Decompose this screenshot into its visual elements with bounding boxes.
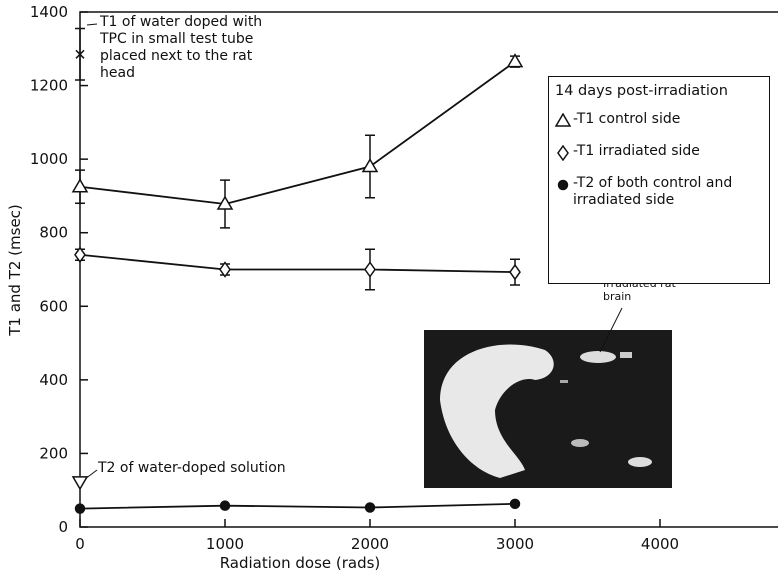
annotation-arrow [87, 24, 97, 25]
legend-item: -T2 of both control and irradiated side [555, 175, 763, 209]
marker [559, 181, 568, 190]
legend-icon [555, 177, 571, 193]
legend-icon [555, 145, 571, 161]
y-tick-label: 600 [39, 297, 68, 315]
y-axis-title: T1 and T2 (msec) [6, 204, 24, 337]
annotation: T1 of water doped with TPC in small test… [100, 14, 285, 82]
y-tick-label: 0 [58, 518, 68, 536]
series-line [80, 504, 515, 509]
legend-item: -T1 control side [555, 111, 763, 129]
x-tick-label: 0 [75, 535, 85, 553]
x-tick-label: 3000 [496, 535, 534, 553]
legend: 14 days post-irradiation -T1 control sid… [548, 76, 770, 284]
series-line [80, 62, 515, 204]
x-tick-label: 1000 [206, 535, 244, 553]
x-tick-label: 4000 [641, 535, 679, 553]
marker [76, 504, 85, 513]
y-tick-label: 1400 [30, 3, 68, 21]
legend-label: -T1 irradiated side [573, 143, 763, 160]
inset-image [424, 330, 672, 488]
x-tick-label: 2000 [351, 535, 389, 553]
marker [221, 501, 230, 510]
y-tick-label: 1200 [30, 77, 68, 95]
marker [73, 180, 87, 192]
marker [558, 146, 568, 160]
legend-item: -T1 irradiated side [555, 143, 763, 161]
marker [73, 477, 87, 489]
y-tick-label: 400 [39, 371, 68, 389]
legend-title: 14 days post-irradiation [555, 83, 763, 99]
y-tick-label: 1000 [30, 150, 68, 168]
marker [366, 503, 375, 512]
page: Radiation dose (rads) T1 and T2 (msec) 0… [0, 0, 778, 578]
marker [511, 499, 520, 508]
x-axis-title: Radiation dose (rads) [220, 554, 381, 572]
legend-label: -T1 control side [573, 111, 763, 128]
legend-icon [555, 113, 571, 129]
marker [365, 263, 375, 277]
legend-label: -T2 of both control and irradiated side [573, 175, 763, 209]
marker [510, 265, 520, 279]
y-tick-label: 200 [39, 444, 68, 462]
series-line [80, 255, 515, 272]
marker [556, 114, 570, 126]
y-tick-label: 800 [39, 224, 68, 242]
marker [363, 160, 377, 172]
annotation: T2 of water-doped solution [98, 460, 286, 477]
